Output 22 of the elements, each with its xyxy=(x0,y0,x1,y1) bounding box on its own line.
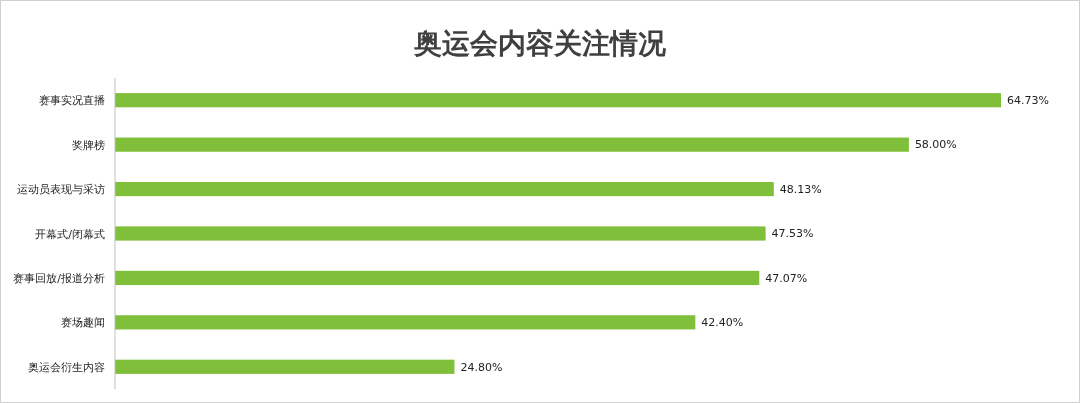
data-label: 48.13% xyxy=(779,182,822,196)
bar xyxy=(115,315,696,330)
y-tick-label: 开幕式/闭幕式 xyxy=(35,227,105,241)
bar xyxy=(115,359,455,374)
y-tick-label: 运动员表现与采访 xyxy=(17,183,105,197)
bar xyxy=(115,137,909,152)
bar xyxy=(115,270,760,286)
data-label: 42.40% xyxy=(701,316,744,330)
bar xyxy=(115,181,774,197)
data-label: 47.07% xyxy=(765,271,808,285)
data-label: 47.53% xyxy=(771,227,814,241)
bar xyxy=(115,93,1001,108)
y-tick-label: 奥运会衍生内容 xyxy=(28,360,105,374)
data-label: 24.80% xyxy=(460,360,503,374)
y-tick-label: 赛事回放/报道分析 xyxy=(13,271,105,285)
bar xyxy=(115,226,766,241)
y-tick-label: 赛事实况直播 xyxy=(39,94,105,108)
data-label: 58.00% xyxy=(914,138,957,152)
data-label: 64.73% xyxy=(1007,94,1049,108)
y-tick-label: 赛场趣闻 xyxy=(61,316,105,330)
chart-title: 奥运会内容关注情况 xyxy=(413,27,667,60)
y-tick-label: 奖牌榜 xyxy=(72,138,105,152)
